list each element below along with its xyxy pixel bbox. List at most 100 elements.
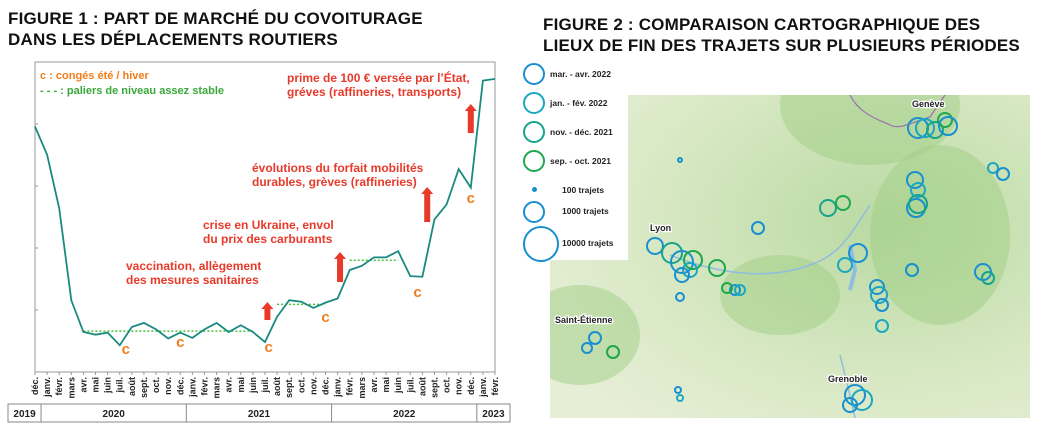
event-annotation: du prix des carburants: [203, 232, 333, 246]
trip-endpoint-circle: [729, 284, 741, 296]
trip-endpoint-circle: [708, 259, 726, 277]
year-label: 2020: [103, 409, 126, 420]
trip-endpoint-circle: [875, 319, 889, 333]
holiday-marker: c: [122, 341, 130, 358]
trip-endpoint-circle: [674, 386, 682, 394]
x-tick-label: août: [417, 377, 427, 396]
legend-period-label: nov. - déc. 2021: [550, 127, 613, 137]
trip-endpoint-circle: [670, 250, 694, 274]
trip-endpoint-circle: [751, 221, 765, 235]
trip-endpoint-circle: [908, 194, 928, 214]
x-tick-label: sept.: [139, 377, 149, 398]
x-tick-label: nov.: [454, 377, 464, 395]
event-annotation: crise en Ukraine, envol: [203, 218, 334, 232]
trip-endpoint-circle: [938, 116, 958, 136]
trip-endpoint-circle: [915, 118, 935, 138]
x-tick-label: janv.: [42, 377, 52, 398]
legend-ring-icon: [523, 63, 545, 85]
trip-endpoint-circle: [875, 298, 889, 312]
trip-endpoint-circle: [819, 199, 837, 217]
x-tick-label: déc.: [466, 377, 476, 395]
holiday-marker: c: [264, 339, 272, 356]
size-10000-icon: [523, 226, 559, 262]
size-100-icon: [532, 187, 537, 192]
x-tick-label: janv.: [478, 377, 488, 398]
trip-endpoint-circle: [910, 182, 926, 198]
x-tick-label: août: [272, 377, 282, 396]
trip-endpoint-circle: [606, 345, 620, 359]
x-tick-label: avr.: [369, 377, 379, 393]
trip-endpoint-circle: [675, 292, 685, 302]
line-chart: déc. janv. févr. mars avr. mai juin juil. août se…: [7, 61, 511, 423]
trip-endpoint-circle: [588, 331, 602, 345]
trip-endpoint-circle: [674, 267, 690, 283]
legend-ring-icon: [523, 92, 545, 114]
terrain-relief: [550, 285, 640, 385]
city-label: Saint-Étienne: [555, 315, 613, 325]
arrow-up-icon: [334, 252, 347, 282]
trip-endpoint-circle: [981, 271, 995, 285]
x-tick-label: févr.: [345, 377, 355, 396]
event-annotation: prime de 100 € versée par l’État,: [287, 70, 470, 85]
x-tick-label: mai: [91, 377, 101, 393]
year-row: [7, 403, 511, 423]
year-label: 2022: [393, 409, 416, 420]
event-annotation: évolutions du forfait mobilités: [252, 161, 424, 175]
map: Genève Lyon Saint-Étienne Grenoble: [550, 95, 1030, 418]
x-tick-label: mars: [357, 377, 367, 399]
figure1-title-line1: FIGURE 1 : PART DE MARCHÉ DU COVOITURAGE: [8, 9, 423, 28]
x-tick-label: juin: [103, 377, 113, 394]
legend-period-label: mar. - avr. 2022: [550, 69, 611, 79]
legend-ring-icon: [523, 121, 545, 143]
trip-endpoint-circle: [869, 279, 885, 295]
legend-plateau: - - - : paliers de niveau assez stable: [40, 85, 224, 97]
x-tick-label: juil.: [115, 377, 125, 394]
trip-endpoint-circle: [721, 282, 733, 294]
x-tick-label: juil.: [260, 377, 270, 394]
legend-ring-icon: [523, 150, 545, 172]
trip-endpoint-circle: [734, 284, 746, 296]
x-tick-label: mars: [212, 377, 222, 399]
x-tick-label: nov.: [308, 377, 318, 395]
x-tick-label: oct.: [296, 377, 306, 393]
holiday-marker: c: [467, 190, 475, 207]
x-tick-label: oct.: [442, 377, 452, 393]
x-tick-label: mars: [66, 377, 76, 399]
trip-endpoint-circle: [837, 257, 853, 273]
x-tick-label: janv.: [333, 377, 343, 398]
terrain-relief: [870, 145, 1010, 325]
trip-endpoint-circle: [987, 162, 999, 174]
x-tick-label: févr.: [54, 377, 64, 396]
size-legend-label: 10000 trajets: [562, 238, 614, 248]
x-tick-label: sept.: [429, 377, 439, 398]
figure1-title: FIGURE 1 : PART DE MARCHÉ DU COVOITURAGE…: [8, 8, 423, 50]
trip-endpoint-circle: [905, 263, 919, 277]
trip-endpoint-circle: [996, 167, 1010, 181]
figure2-title-line1: FIGURE 2 : COMPARAISON CARTOGRAPHIQUE DE…: [543, 15, 981, 34]
trip-endpoint-circle: [676, 394, 684, 402]
trip-endpoint-circle: [851, 389, 873, 411]
legend-holiday: c : congés été / hiver: [40, 70, 150, 82]
event-annotation: durables, grèves (raffineries): [252, 175, 417, 189]
trip-endpoint-circle: [682, 262, 698, 278]
x-tick-label: déc.: [175, 377, 185, 395]
legend-period-label: sep. - oct. 2021: [550, 156, 611, 166]
city-label: Lyon: [650, 223, 671, 233]
x-tick-label: févr.: [490, 377, 500, 396]
x-tick-label: janv.: [187, 377, 197, 398]
trip-endpoint-circle: [835, 195, 851, 211]
x-tick-label: sept.: [284, 377, 294, 398]
year-label: 2021: [248, 409, 271, 420]
trip-endpoint-circle: [842, 397, 858, 413]
x-tick-label: avr.: [78, 377, 88, 393]
size-legend-label: 100 trajets: [562, 185, 605, 195]
arrow-up-icon: [261, 302, 274, 320]
holiday-marker: c: [321, 309, 329, 326]
trip-endpoint-circle: [848, 243, 868, 263]
river-line: [669, 204, 871, 275]
x-tick-label: juin: [393, 377, 403, 394]
terrain-relief: [780, 95, 960, 165]
legend-period-label: jan. - fév. 2022: [550, 98, 608, 108]
holiday-marker: c: [413, 284, 421, 301]
x-tick-label: mai: [381, 377, 391, 393]
